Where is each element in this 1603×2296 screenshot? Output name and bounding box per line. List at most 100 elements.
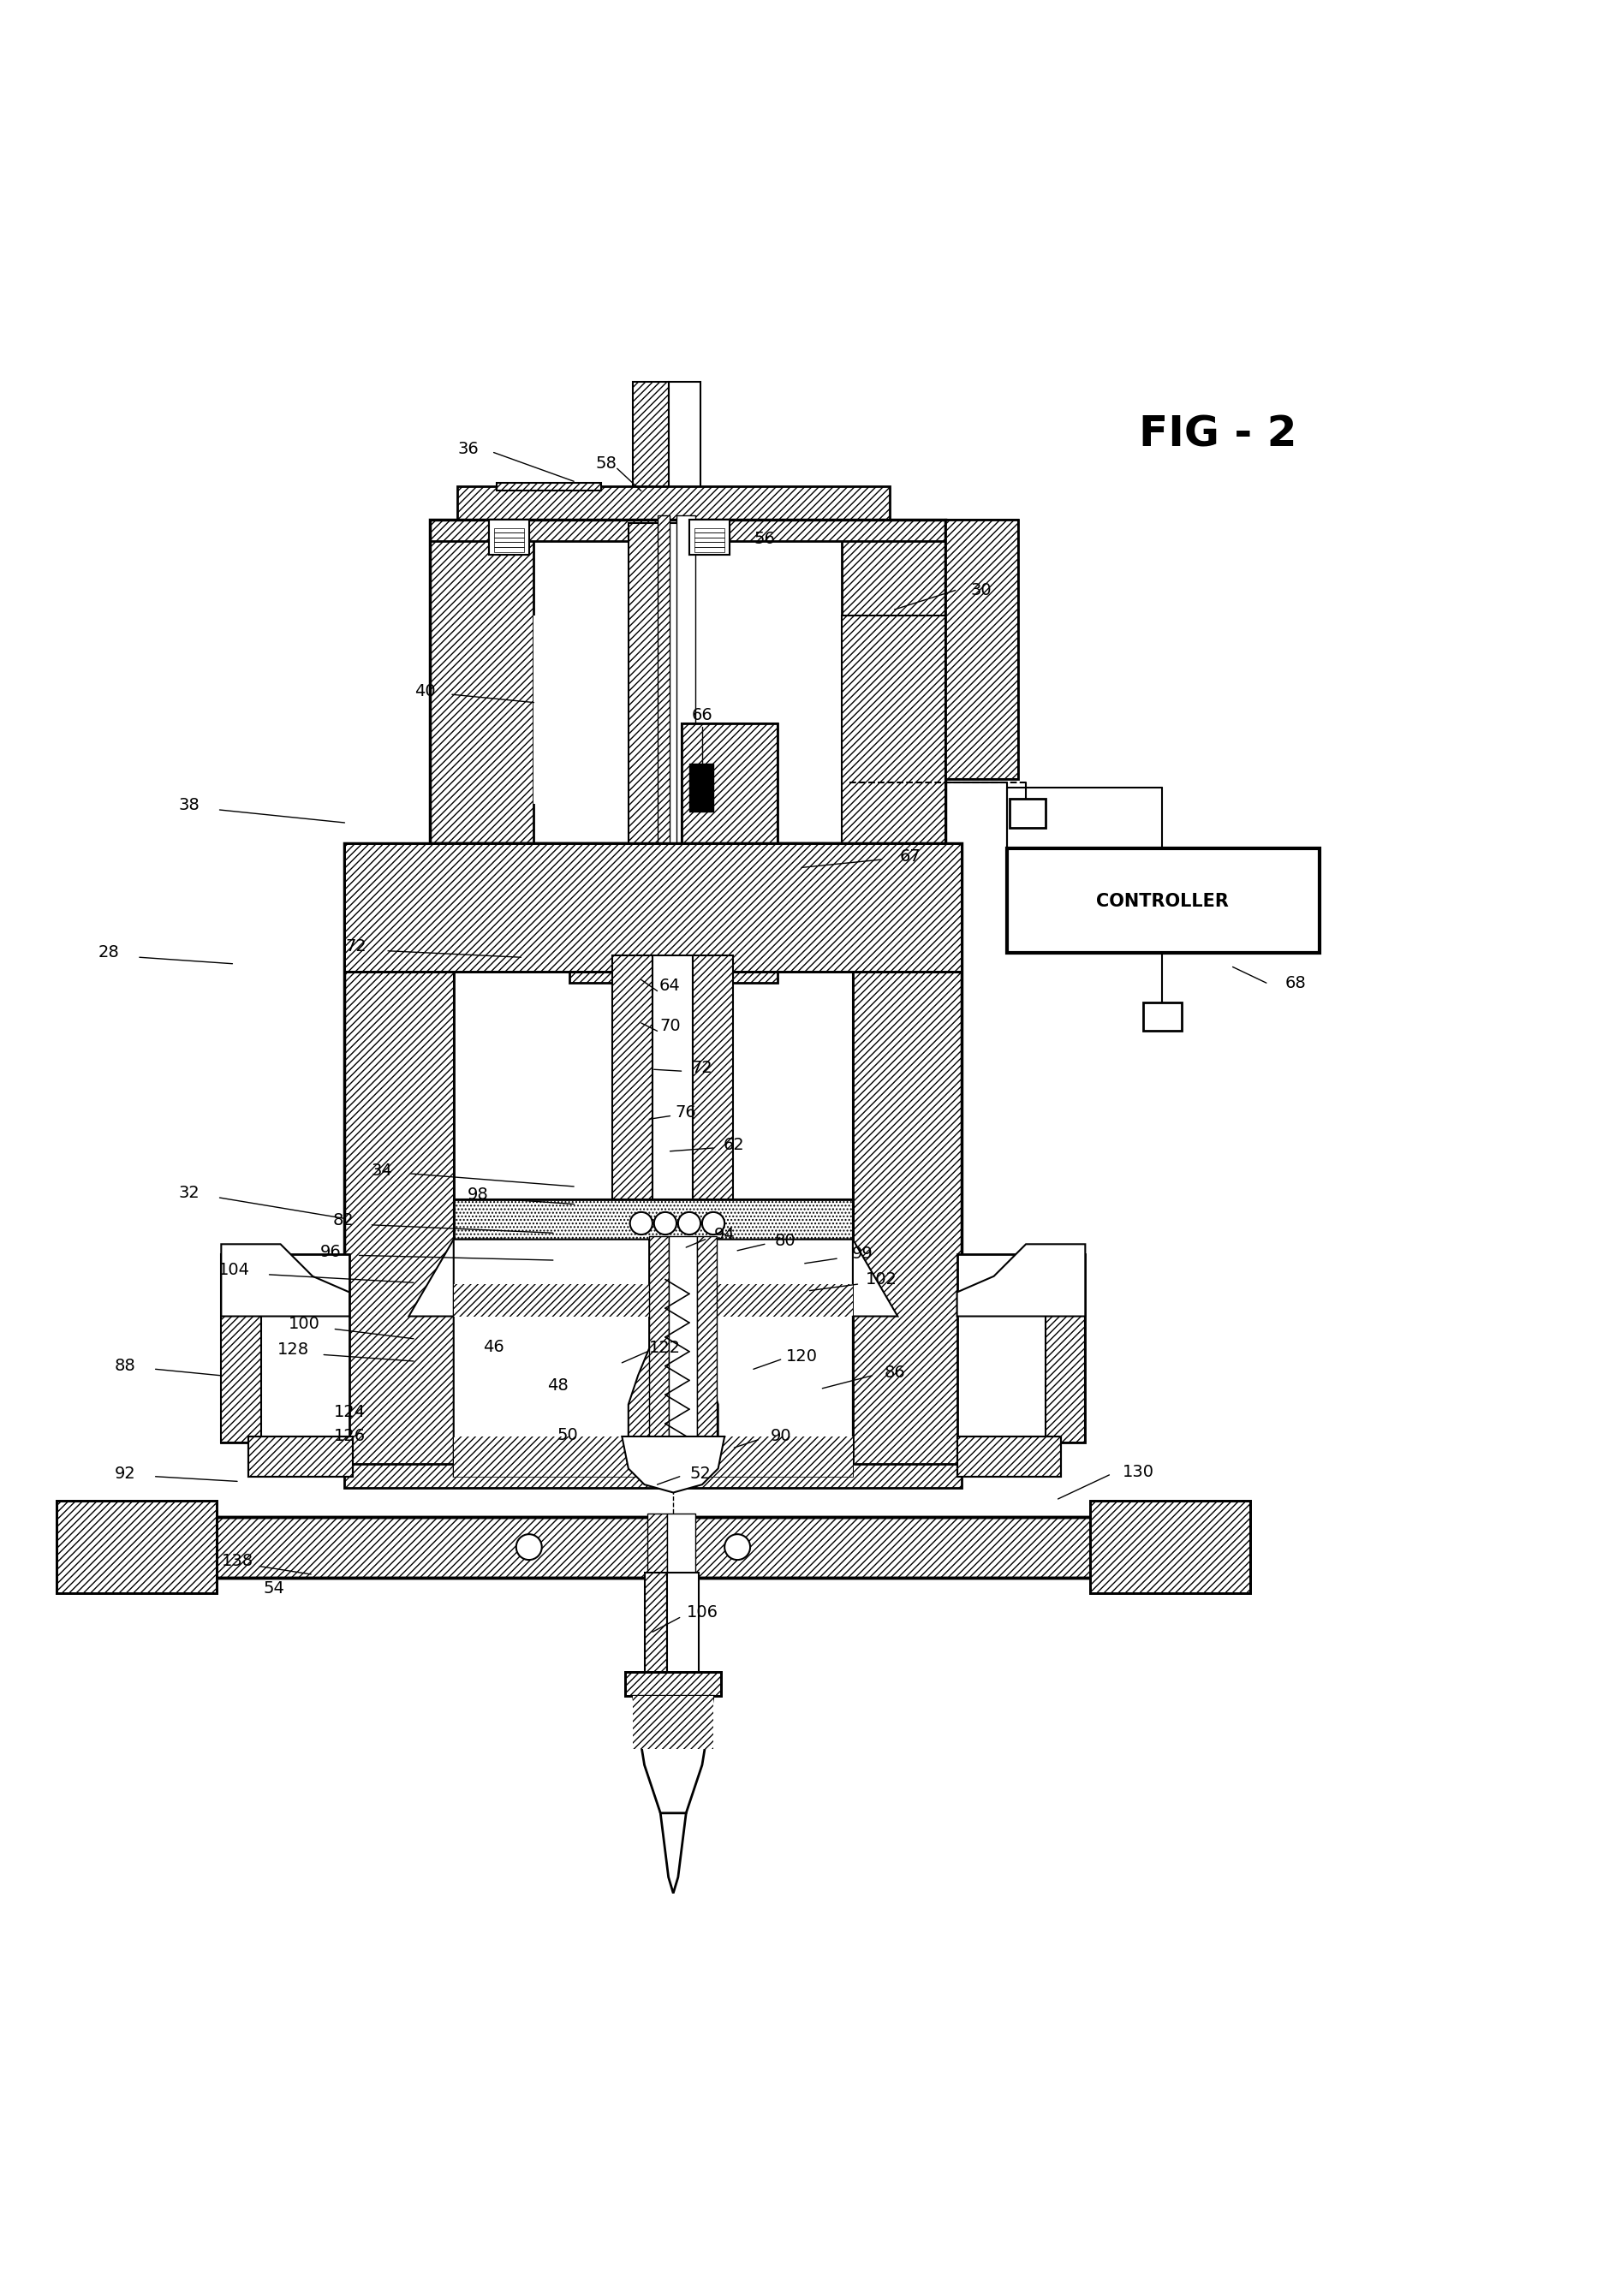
- Text: 90: 90: [769, 1428, 792, 1444]
- Bar: [457, 487, 890, 526]
- Bar: [497, 482, 601, 491]
- Bar: [644, 1573, 667, 1676]
- Bar: [694, 533, 725, 537]
- Text: 50: 50: [556, 1426, 579, 1442]
- Text: 99: 99: [851, 1247, 874, 1263]
- Bar: [1143, 1001, 1181, 1031]
- Text: 122: 122: [649, 1341, 681, 1357]
- Text: 52: 52: [689, 1465, 712, 1481]
- Bar: [534, 615, 702, 804]
- Text: 54: 54: [263, 1580, 285, 1596]
- Text: 82: 82: [332, 1212, 354, 1228]
- Circle shape: [702, 1212, 725, 1235]
- Bar: [633, 381, 668, 491]
- Bar: [494, 533, 524, 537]
- Bar: [633, 1697, 713, 1750]
- Bar: [689, 519, 729, 556]
- Bar: [489, 519, 529, 556]
- Bar: [489, 519, 529, 556]
- Text: 80: 80: [774, 1233, 797, 1249]
- Text: 38: 38: [178, 797, 200, 813]
- Bar: [345, 843, 962, 971]
- Text: 126: 126: [333, 1428, 365, 1444]
- Text: 130: 130: [1122, 1463, 1154, 1481]
- Text: 138: 138: [221, 1554, 253, 1570]
- Text: 120: 120: [785, 1348, 818, 1364]
- Bar: [569, 847, 777, 875]
- Text: 32: 32: [178, 1185, 200, 1201]
- Text: 28: 28: [98, 944, 120, 960]
- Bar: [625, 1671, 721, 1697]
- Bar: [957, 1254, 1085, 1442]
- Polygon shape: [454, 1240, 649, 1476]
- Text: 102: 102: [866, 1272, 898, 1288]
- Text: 96: 96: [319, 1244, 341, 1261]
- Bar: [648, 1513, 667, 1591]
- Bar: [697, 1437, 853, 1476]
- Circle shape: [678, 1212, 701, 1235]
- Bar: [692, 955, 733, 1453]
- Text: 92: 92: [114, 1465, 136, 1481]
- Bar: [713, 932, 777, 955]
- Bar: [430, 519, 946, 540]
- Bar: [430, 519, 534, 843]
- Bar: [430, 519, 946, 843]
- Bar: [569, 870, 633, 891]
- Bar: [612, 955, 652, 1453]
- Bar: [694, 542, 725, 546]
- Bar: [652, 955, 692, 1453]
- Polygon shape: [697, 1240, 853, 1476]
- Bar: [946, 519, 1018, 778]
- Polygon shape: [622, 1437, 725, 1492]
- Text: 94: 94: [713, 1226, 736, 1242]
- Bar: [697, 1235, 717, 1460]
- Text: 106: 106: [686, 1605, 718, 1621]
- Bar: [345, 843, 962, 1469]
- Bar: [697, 1283, 853, 1316]
- Circle shape: [630, 1212, 652, 1235]
- Bar: [345, 843, 962, 971]
- Polygon shape: [633, 1697, 713, 1841]
- Bar: [842, 615, 946, 843]
- Bar: [1090, 1502, 1250, 1593]
- Text: 36: 36: [457, 441, 479, 457]
- Bar: [842, 519, 946, 843]
- Text: 67: 67: [899, 847, 922, 866]
- Bar: [454, 1199, 853, 1240]
- Bar: [56, 1502, 216, 1593]
- Text: 70: 70: [659, 1017, 681, 1033]
- Bar: [569, 932, 633, 955]
- Bar: [454, 1199, 853, 1240]
- Text: 72: 72: [691, 1061, 713, 1077]
- Bar: [248, 1437, 353, 1476]
- Bar: [494, 528, 524, 533]
- Bar: [494, 546, 524, 551]
- Bar: [853, 843, 962, 1469]
- Polygon shape: [660, 1814, 686, 1894]
- Bar: [649, 1235, 668, 1460]
- Text: 34: 34: [370, 1162, 393, 1178]
- Circle shape: [516, 1534, 542, 1559]
- Text: 56: 56: [753, 530, 776, 546]
- Text: 62: 62: [723, 1137, 745, 1153]
- Bar: [569, 955, 777, 983]
- Bar: [681, 723, 777, 843]
- Bar: [1010, 799, 1045, 827]
- Text: 100: 100: [289, 1316, 321, 1332]
- Text: CONTROLLER: CONTROLLER: [1096, 893, 1228, 909]
- Bar: [1045, 1254, 1085, 1442]
- Bar: [1007, 847, 1319, 953]
- Text: 104: 104: [218, 1263, 250, 1279]
- Text: 72: 72: [345, 939, 367, 955]
- Text: 64: 64: [659, 978, 681, 994]
- Bar: [689, 519, 729, 556]
- Polygon shape: [409, 1240, 505, 1316]
- Bar: [657, 514, 670, 1261]
- Bar: [957, 1437, 1061, 1476]
- Bar: [946, 519, 1018, 778]
- Bar: [494, 537, 524, 542]
- Text: 40: 40: [414, 684, 436, 700]
- Bar: [694, 537, 725, 542]
- Bar: [56, 1502, 216, 1593]
- Bar: [221, 1254, 261, 1442]
